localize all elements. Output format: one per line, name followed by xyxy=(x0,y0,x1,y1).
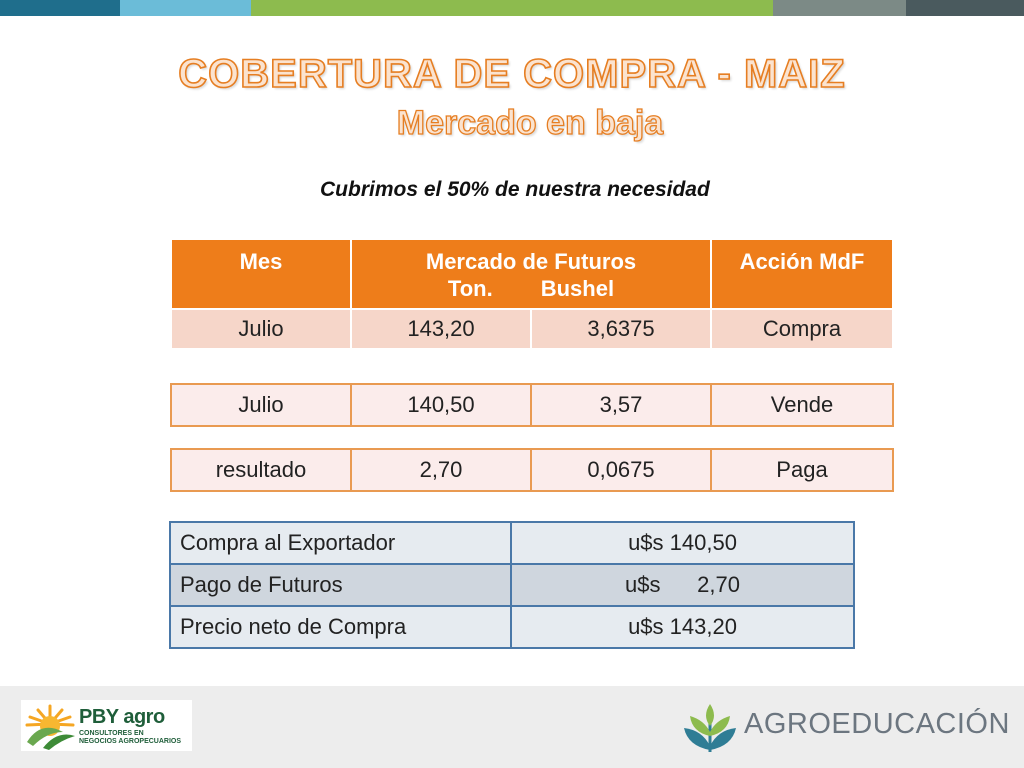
header-units: Ton. Bushel xyxy=(356,275,706,302)
cell-accion: Compra xyxy=(710,308,894,350)
cell-accion: Vende xyxy=(710,383,894,427)
header-accion: Acción MdF xyxy=(710,238,894,310)
topbar-segment xyxy=(906,0,1024,16)
summary-label: Precio neto de Compra xyxy=(169,605,512,649)
summary-label: Pago de Futuros xyxy=(169,563,512,607)
header-market-label: Mercado de Futuros xyxy=(425,249,637,274)
pby-brand-name: PBY agro xyxy=(79,706,165,728)
table-row: Precio neto de Compra u$s 143,20 xyxy=(169,605,855,649)
topbar-segment xyxy=(773,0,906,16)
summary-value: u$s 2,70 xyxy=(510,563,855,607)
top-color-bar xyxy=(0,0,1024,16)
intro-text: Cubrimos el 50% de nuestra necesidad xyxy=(320,178,710,201)
header-mercado-futuros: Mercado de Futuros Ton. Bushel xyxy=(350,238,712,310)
header-bushel: Bushel xyxy=(540,276,615,301)
cell-mes: Julio xyxy=(170,383,352,427)
futures-sell-table: Julio 140,50 3,57 Vende xyxy=(170,383,894,427)
header-ton: Ton. xyxy=(447,276,493,301)
pby-tagline: CONSULTORES EN NEGOCIOS AGROPECUARIOS xyxy=(79,730,181,746)
cell-bushel: 3,57 xyxy=(530,383,712,427)
cell-bushel: 0,0675 xyxy=(530,448,712,492)
cell-mes: resultado xyxy=(170,448,352,492)
table-row: Pago de Futuros u$s 2,70 xyxy=(169,563,855,607)
slide-subtitle: Mercado en baja xyxy=(396,103,664,142)
futures-result-table: resultado 2,70 0,0675 Paga xyxy=(170,448,894,492)
topbar-segment xyxy=(120,0,251,16)
agroeducacion-wordmark: AGROEDUCACIÓN xyxy=(744,708,1010,741)
header-mes: Mes xyxy=(170,238,352,310)
summary-value: u$s 143,20 xyxy=(510,605,855,649)
wordmark-agro: AGRO xyxy=(744,708,832,740)
agroeducacion-logo: AGROEDUCACIÓN xyxy=(682,700,1012,756)
table-header-row: Mes Mercado de Futuros Ton. Bushel Acció… xyxy=(170,238,894,310)
summary-label: Compra al Exportador xyxy=(169,521,512,565)
topbar-segment xyxy=(0,0,120,16)
cell-mes: Julio xyxy=(170,308,352,350)
cell-ton: 140,50 xyxy=(350,383,532,427)
pby-tagline-line: CONSULTORES EN xyxy=(79,730,144,737)
table-row: Julio 140,50 3,57 Vende xyxy=(170,383,894,427)
table-row: Compra al Exportador u$s 140,50 xyxy=(169,521,855,565)
cell-ton: 2,70 xyxy=(350,448,532,492)
table-row: Julio 143,20 3,6375 Compra xyxy=(170,308,894,350)
cell-accion: Paga xyxy=(710,448,894,492)
wheat-leaves-icon xyxy=(684,704,736,752)
sun-leaf-icon xyxy=(25,704,75,750)
table-row: resultado 2,70 0,0675 Paga xyxy=(170,448,894,492)
futures-table: Mes Mercado de Futuros Ton. Bushel Acció… xyxy=(170,238,894,350)
pby-agro-logo: PBY agro CONSULTORES EN NEGOCIOS AGROPEC… xyxy=(21,700,192,751)
slide-title: COBERTURA DE COMPRA - MAIZ xyxy=(177,51,846,97)
cell-bushel: 3,6375 xyxy=(530,308,712,350)
pby-tagline-line: NEGOCIOS AGROPECUARIOS xyxy=(79,738,182,745)
topbar-segment xyxy=(251,0,773,16)
summary-value: u$s 140,50 xyxy=(510,521,855,565)
summary-table: Compra al Exportador u$s 140,50 Pago de … xyxy=(169,521,855,649)
wordmark-educacion: EDUCACIÓN xyxy=(831,708,1010,740)
cell-ton: 143,20 xyxy=(350,308,532,350)
